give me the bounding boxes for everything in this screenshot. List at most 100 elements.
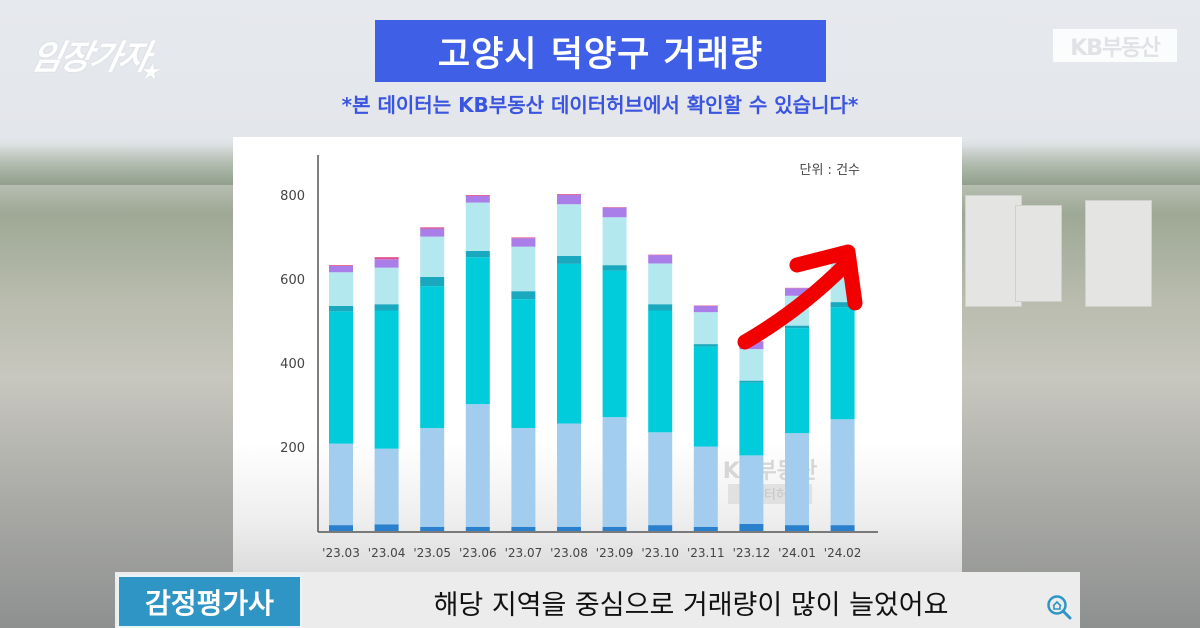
bar-segment-s2 [739,455,764,524]
bar-segment-s6 [374,259,399,268]
y-tick-label: 400 [280,357,305,372]
bar-segment-s1 [374,524,399,531]
x-tick-label: '24.01 [778,546,816,560]
bar-segment-s2 [693,446,718,527]
bar-stack [785,287,809,531]
bar-segment-s5 [648,263,673,305]
bar-stack [739,341,764,531]
bar-segment-s4 [648,304,673,311]
bar-segment-s1 [785,525,809,531]
kb-logo: KB부동산 [1053,29,1177,62]
bar-segment-s6 [557,195,581,205]
y-tick-label: 200 [280,441,305,456]
bar-segment-s1 [329,525,353,531]
y-axis-ticks: 200 400 600 800 [280,189,305,456]
bar-segment-s1 [648,525,673,531]
bar-segment-s3 [557,263,581,424]
bar-stack [465,195,490,531]
bar-segment-s4 [739,380,764,383]
source-note: *본 데이터는 KB부동산 데이터허브에서 확인할 수 있습니다* [0,89,1200,118]
bar-segment-s3 [329,311,353,444]
bar-segment-s1 [602,526,627,531]
x-tick-label: '23.05 [413,546,451,560]
bar-segment-s5 [465,202,490,251]
bar-segment-s7 [557,194,581,195]
bar-segment-s3 [511,299,536,429]
trend-arrow-icon [737,244,863,350]
bar-segment-s4 [557,255,581,264]
bar-segment-s4 [374,304,399,311]
bar-segment-s6 [465,195,490,203]
bar-segment-s1 [557,526,581,531]
x-tick-label: '23.08 [550,546,588,560]
x-axis-ticks: '23.03 '23.04 '23.05 '23.06 '23.07 '23.08 '23.… [322,546,861,560]
bar-segment-s6 [602,207,627,218]
bar-segment-s4 [465,250,490,258]
bar-segment-s2 [648,432,673,526]
x-tick-label: '23.03 [322,546,360,560]
bar-segment-s1 [420,526,445,531]
x-tick-label: '23.04 [368,546,406,560]
y-tick-label: 600 [280,273,305,288]
bar-segment-s1 [511,526,536,531]
bar-segment-s2 [557,423,581,527]
speaker-label: 감정평가사 [117,575,302,628]
bar-stack [374,257,399,531]
bar-segment-s7 [374,257,399,260]
bar-segment-s3 [648,310,673,433]
x-tick-label: '23.07 [505,546,543,560]
bar-segment-s6 [648,255,673,264]
bar-segment-s2 [602,417,627,527]
bar-segment-s4 [511,291,536,300]
bar-segment-s3 [602,270,627,418]
bar-segment-s3 [739,382,764,456]
bar-segment-s4 [420,276,445,287]
bar-stack [511,237,536,531]
bar-segment-s5 [511,246,536,292]
bar-segment-s5 [420,236,445,277]
bar-segment-s2 [420,428,445,527]
channel-logo-text: 임장가자 [27,38,153,78]
bar-segment-s3 [374,310,399,449]
unit-label: 단위 : 건수 [800,163,861,178]
bar-stack [420,227,445,531]
channel-logo: 임장가자★ [27,30,172,85]
bar-segment-s2 [511,428,536,527]
bar-segment-s5 [693,312,718,345]
bar-segment-s7 [511,237,536,239]
x-tick-label: '23.09 [596,546,634,560]
bar-segment-s3 [420,286,445,429]
y-tick-label: 800 [280,189,305,204]
x-tick-label: '23.06 [459,546,497,560]
bar-segment-s4 [830,302,855,308]
bar-segment-s4 [693,344,718,347]
bar-segment-s6 [420,228,445,237]
bar-segment-s1 [830,525,855,531]
bar-segment-s7 [465,195,490,196]
bar-segment-s4 [329,305,353,312]
bar-stack [693,305,718,531]
bar-segment-s2 [374,448,399,525]
bar-segment-s5 [557,204,581,256]
bar-segment-s4 [785,325,809,329]
bar-stack [602,207,627,531]
bar-segment-s1 [693,526,718,531]
x-tick-label: '23.11 [687,546,725,560]
bar-segment-s4 [602,265,627,271]
bar-segment-s2 [785,433,809,526]
bar-segment-s2 [465,404,490,527]
x-tick-label: '23.10 [641,546,679,560]
bar-segment-s6 [785,288,809,296]
bar-segment-s3 [785,328,809,434]
bar-segment-s3 [465,257,490,405]
x-tick-label: '24.02 [824,546,862,560]
bar-segment-s6 [511,238,536,247]
source-note-highlight: KB부동산 데이터허브 [458,93,643,117]
bar-segment-s6 [693,305,718,313]
bar-segment-s6 [329,265,353,273]
bar-stack [648,254,673,531]
x-tick-label: '23.12 [733,546,771,560]
bar-segment-s7 [329,265,353,266]
bar-stack [329,265,353,531]
bar-segment-s7 [420,227,445,229]
